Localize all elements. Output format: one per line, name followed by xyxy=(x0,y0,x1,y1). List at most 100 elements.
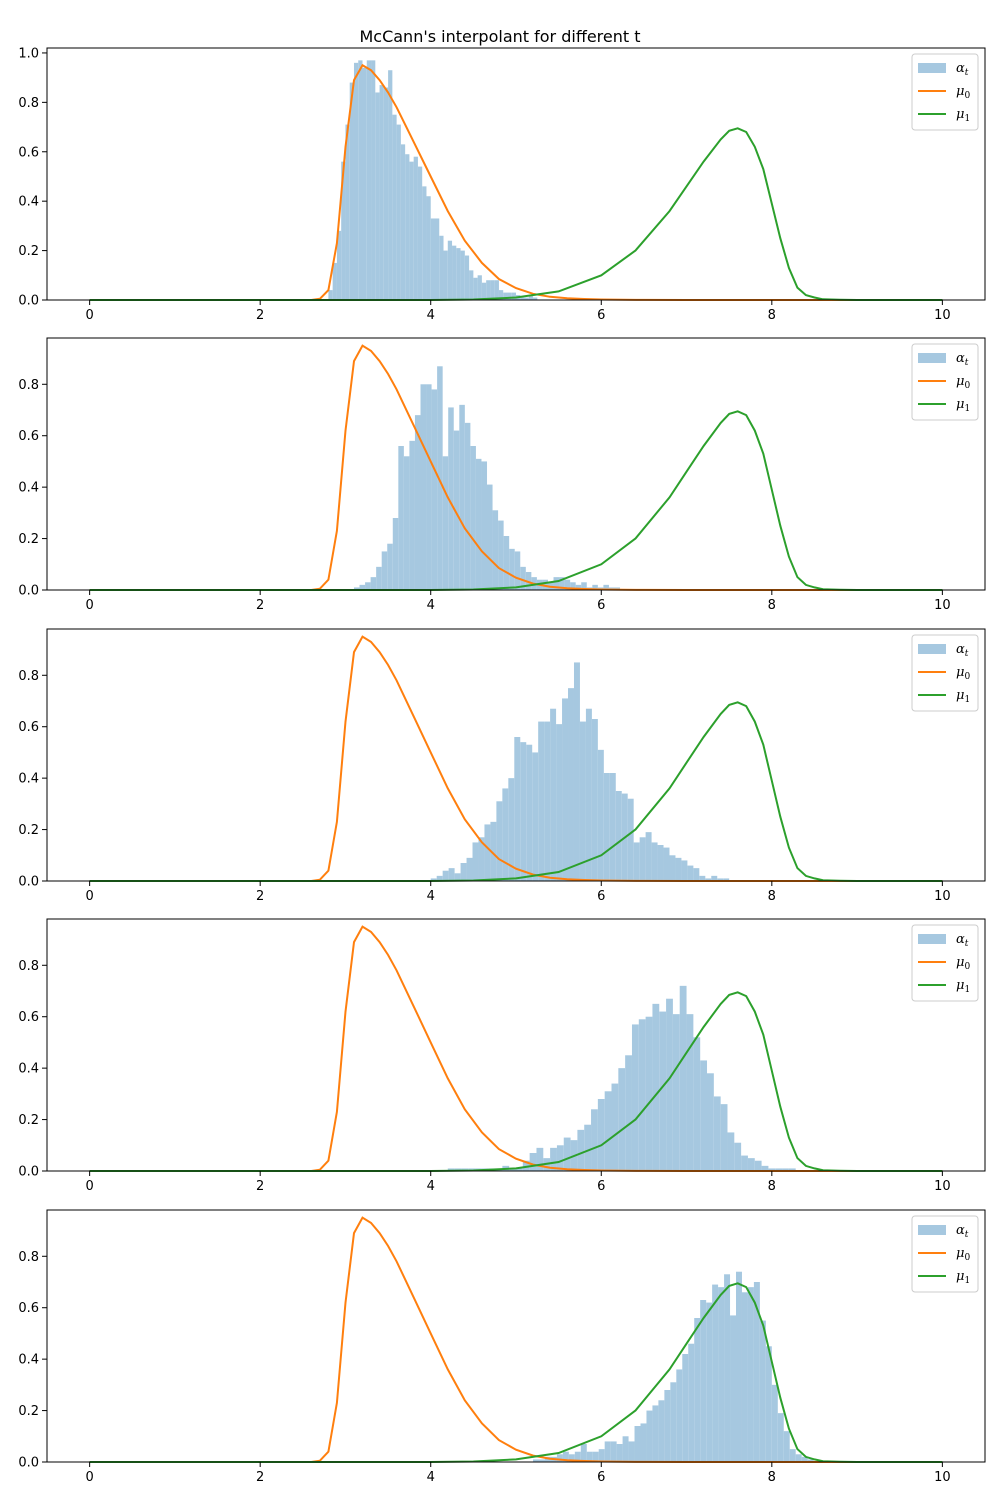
legend-label: μ1 xyxy=(956,397,970,414)
hist-bar xyxy=(627,798,634,881)
hist-bar xyxy=(469,270,474,300)
hist-bar xyxy=(598,1449,605,1462)
hist-bar xyxy=(550,1147,557,1171)
hist-bar xyxy=(633,842,640,881)
hist-bar xyxy=(420,384,427,590)
subplot-1: 0 2 4 6 8 10 0.0 0.2 0.4 0.6 0.8 1.0 αt μ0 μ1 xyxy=(18,46,986,323)
legend: αt μ0 μ1 xyxy=(911,53,979,131)
hist-bar xyxy=(381,551,388,590)
hist-bar xyxy=(679,985,687,1171)
y-tick-label: 0.2 xyxy=(18,1404,39,1419)
hist-bar xyxy=(645,832,652,881)
hist-bar xyxy=(645,1016,653,1171)
hist-bar xyxy=(580,1444,587,1462)
hist-bar xyxy=(371,60,376,301)
hist-bar xyxy=(498,290,504,300)
y-tick-label: 0.8 xyxy=(18,1250,39,1265)
hist-bar xyxy=(490,280,495,300)
hist-bar xyxy=(581,582,587,590)
hist-bar xyxy=(453,430,460,590)
hist-bar xyxy=(358,60,363,301)
curve-mu1 xyxy=(89,410,943,591)
hist-bar xyxy=(628,1441,635,1462)
hist-bar xyxy=(509,548,515,590)
hist-bar xyxy=(439,235,444,300)
curve-mu0 xyxy=(89,1216,943,1463)
x-tick-label: 8 xyxy=(768,598,776,613)
hist-bar xyxy=(706,1302,713,1462)
hist-bar xyxy=(676,1369,683,1462)
hist-bar xyxy=(807,1459,814,1462)
hist-bar xyxy=(646,1410,653,1462)
hist-bar xyxy=(473,277,478,300)
subplot-2: 0 2 4 6 8 10 0.0 0.2 0.4 0.6 0.8 αt μ0 μ1 xyxy=(18,337,986,613)
hist-bar xyxy=(452,245,457,300)
hist-bar xyxy=(789,1449,796,1462)
x-tick-label: 2 xyxy=(256,308,264,323)
hist-bar xyxy=(511,292,516,300)
hist-bar xyxy=(747,1158,755,1171)
x-tick-label: 0 xyxy=(85,308,93,323)
hist-bar xyxy=(496,801,503,881)
hist-bar xyxy=(604,1441,611,1462)
hist-bar xyxy=(536,1147,544,1171)
hist-bar xyxy=(472,842,479,881)
y-tick-label: 0.0 xyxy=(18,1165,39,1180)
axes-frame xyxy=(46,628,986,882)
x-tick-label: 0 xyxy=(85,1179,93,1194)
x-tick-label: 6 xyxy=(597,1179,605,1194)
hist-bar xyxy=(544,721,551,881)
hist-bar xyxy=(597,749,604,881)
hist-bar xyxy=(422,186,427,300)
histogram-alpha-t xyxy=(447,985,796,1171)
legend-label: μ0 xyxy=(956,955,970,972)
x-tick-label: 10 xyxy=(934,598,951,613)
hist-bar xyxy=(585,708,592,881)
hist-bar xyxy=(625,1055,632,1171)
y-tick-label: 0.0 xyxy=(18,584,39,599)
subplot-3: 0 2 4 6 8 10 0.0 0.2 0.4 0.6 0.8 αt μ0 μ1 xyxy=(18,628,986,904)
legend-label: αt xyxy=(956,1223,969,1240)
hist-bar xyxy=(353,62,359,300)
x-tick-label: 2 xyxy=(256,1470,264,1485)
hist-bar xyxy=(634,1426,641,1462)
hist-bar xyxy=(532,752,539,881)
hist-bar xyxy=(618,1068,626,1171)
hist-bar xyxy=(430,878,437,881)
hist-bar xyxy=(492,510,499,590)
hist-bar xyxy=(577,1129,585,1171)
hist-bar xyxy=(666,998,673,1171)
hist-bar xyxy=(376,566,382,590)
hist-bar xyxy=(611,1083,619,1171)
hist-bar xyxy=(754,1160,762,1171)
hist-bar xyxy=(502,788,509,881)
hist-bar xyxy=(405,154,410,300)
hist-bar xyxy=(718,1287,725,1462)
hist-bar xyxy=(533,297,538,300)
y-tick-label: 0.8 xyxy=(18,669,39,684)
hist-bar xyxy=(584,1124,592,1171)
hist-bar xyxy=(574,1451,581,1462)
curve-mu0 xyxy=(89,635,943,882)
hist-bar xyxy=(556,1145,564,1171)
hist-bar xyxy=(720,1104,728,1171)
hist-bar xyxy=(533,1459,540,1462)
hist-bar xyxy=(538,721,545,881)
hist-bar xyxy=(777,1413,784,1462)
hist-bar xyxy=(657,845,664,881)
hist-bar xyxy=(672,1014,680,1171)
hist-bar xyxy=(615,791,622,881)
legend-label: μ1 xyxy=(956,107,970,124)
y-tick-label: 0.2 xyxy=(18,244,39,259)
x-tick-label: 4 xyxy=(427,1470,435,1485)
legend: αt μ0 μ1 xyxy=(911,634,979,712)
hist-bar xyxy=(622,1436,629,1462)
hist-bar xyxy=(477,275,482,300)
hist-bar xyxy=(591,1109,598,1171)
hist-bar xyxy=(563,1137,571,1171)
subplot-4: 0 2 4 6 8 10 0.0 0.2 0.4 0.6 0.8 αt μ0 μ1 xyxy=(18,918,986,1194)
hist-bar xyxy=(586,1451,593,1462)
x-tick-label: 6 xyxy=(597,889,605,904)
y-tick-label: 0.6 xyxy=(18,145,39,160)
legend-swatch-alpha-t xyxy=(918,1225,946,1235)
